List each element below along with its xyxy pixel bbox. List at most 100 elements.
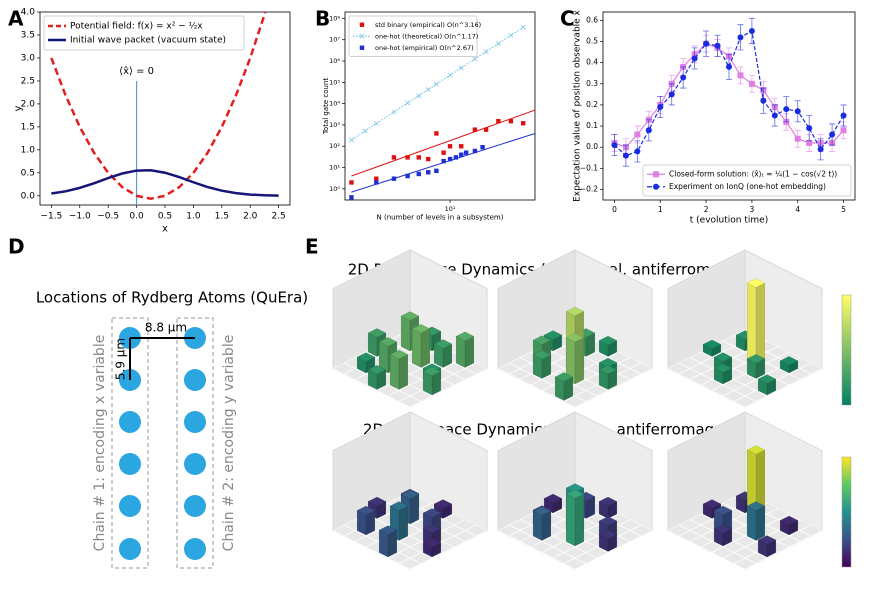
y-tick-label: 2.0 — [21, 99, 36, 109]
bar — [746, 354, 766, 379]
marker — [760, 97, 767, 104]
floor-grid — [700, 508, 779, 548]
marker — [634, 131, 641, 138]
bar-face — [574, 337, 584, 385]
x-tick-label: 0.0 — [129, 212, 144, 222]
bar-top — [598, 516, 618, 526]
marker — [391, 176, 397, 181]
bar — [367, 365, 387, 390]
marker — [433, 81, 439, 87]
legend-label: Potential field: f(x) = x² − ½x — [70, 22, 203, 32]
bar-top — [367, 496, 387, 507]
legend-box — [348, 15, 478, 57]
series-line — [50, 12, 267, 200]
bar-top — [757, 535, 777, 545]
floor-grid — [667, 368, 746, 408]
marker — [441, 158, 446, 164]
y-tick-label: 10⁸ — [329, 14, 340, 22]
marker — [794, 108, 801, 115]
bar-top — [356, 352, 376, 362]
marker — [416, 155, 421, 160]
marker — [840, 112, 847, 119]
marker — [472, 56, 478, 62]
marker — [416, 93, 422, 99]
marker — [783, 106, 790, 113]
diagram-title: Locations of Rydberg Atoms (QuEra) — [36, 289, 308, 307]
marker — [434, 131, 439, 136]
bar-top — [532, 506, 552, 516]
marker — [349, 180, 354, 185]
floor-grid — [667, 530, 746, 570]
y-tick-label: 0.1 — [586, 121, 598, 130]
marker — [483, 127, 489, 132]
marker — [480, 145, 485, 150]
x-axis-label: t (evolution time) — [690, 216, 768, 226]
bar — [598, 496, 618, 519]
bar — [532, 350, 552, 379]
bar-top — [713, 363, 733, 373]
fit-line — [351, 109, 535, 177]
y-axis-label: Expectation value of position observable… — [572, 9, 583, 201]
floor-grid — [700, 346, 779, 386]
marker — [622, 152, 629, 159]
bar-face — [409, 494, 419, 525]
marker — [653, 171, 659, 178]
marker — [668, 91, 675, 98]
legend-box — [43, 15, 245, 51]
marker — [806, 125, 813, 132]
marker — [472, 127, 478, 132]
floor-grid — [497, 368, 576, 408]
marker — [447, 156, 453, 162]
floor-grid — [519, 519, 598, 559]
legend-label: Initial wave packet (vacuum state) — [70, 36, 226, 46]
legend-label: std binary (empirical) O(n^3.16) — [375, 21, 481, 29]
x-tick-label: −0.5 — [97, 212, 119, 222]
spacing-label: 8.8 μm — [145, 321, 187, 335]
marker — [362, 128, 368, 134]
y-axis-label: Total gate count — [322, 78, 330, 136]
y-tick-label: 10⁵ — [329, 78, 340, 86]
bar-top — [367, 365, 387, 375]
x-tick-label: 5 — [841, 205, 846, 214]
marker — [726, 63, 732, 70]
y-tick-label: −0.1 — [580, 163, 598, 172]
bar-face — [401, 315, 411, 352]
bar-top — [400, 311, 420, 321]
bar-top — [565, 489, 585, 499]
y-tick-label: 0.4 — [586, 58, 598, 67]
floor-grid — [574, 368, 653, 408]
floor-grid — [552, 340, 631, 380]
marker — [405, 173, 410, 179]
bar — [779, 356, 799, 374]
bar — [422, 537, 442, 558]
bar — [455, 331, 475, 368]
bar-top — [779, 356, 799, 366]
marker — [348, 137, 354, 143]
bar — [378, 525, 398, 558]
marker — [794, 135, 801, 142]
y-tick-label: 10⁰ — [329, 185, 340, 193]
marker — [657, 104, 664, 111]
bar-top — [713, 524, 733, 534]
bar — [565, 333, 585, 385]
marker — [714, 42, 721, 49]
bar-top — [746, 445, 766, 455]
legend-label: Closed-form solution: ⟨x̂⟩ₜ = ¼(1 − cos(… — [669, 169, 837, 178]
bar-top — [702, 339, 722, 349]
chain-label: Chain # 2: encoding y variable — [221, 335, 237, 552]
x-tick-label: 0.5 — [158, 212, 172, 222]
floor-grid — [332, 368, 411, 408]
bar-top — [565, 306, 585, 316]
y-tick-label: 3.5 — [21, 30, 35, 40]
x-tick-label: 3 — [750, 205, 755, 214]
y-tick-label: 3.0 — [21, 53, 36, 63]
marker — [771, 112, 778, 119]
bar-top — [389, 349, 409, 360]
x-tick-label: 1.5 — [215, 212, 229, 222]
bar — [411, 324, 431, 368]
bar — [532, 506, 552, 541]
bar-top — [702, 499, 722, 509]
legend-label: one-hot (empirical) O(n^2.67) — [375, 44, 474, 52]
marker — [359, 33, 365, 39]
floor-grid — [409, 368, 488, 408]
